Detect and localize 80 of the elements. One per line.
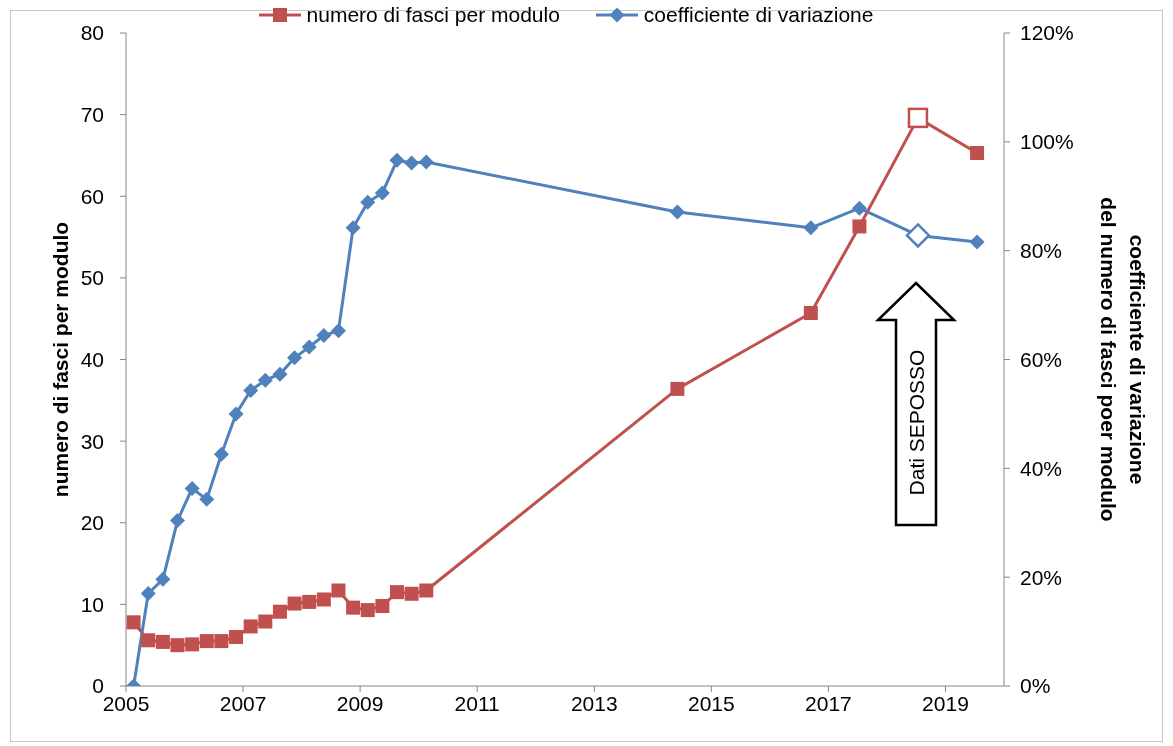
point [141,633,156,648]
point [851,200,867,216]
point [374,185,390,201]
x-tick-label: 2005 [102,691,150,715]
point [404,586,419,601]
point [258,614,273,629]
point [331,583,346,598]
point [970,145,985,160]
y-tick-label: 80 [80,21,104,45]
x-tick-label: 2017 [805,691,852,715]
y-tick-label: 40 [80,347,104,371]
point [316,328,332,344]
point [390,585,405,600]
y-tick-label: 0 [92,674,104,698]
point [302,594,317,609]
x-tick-label: 2009 [336,691,384,715]
x-tick-label: 2007 [219,691,267,715]
y-tick-label: 10 [80,592,104,616]
point [170,638,185,653]
point [287,350,303,366]
point [852,219,867,234]
x-tick-label: 2019 [922,691,969,715]
point [345,220,361,236]
y-tick-label: 70 [80,103,104,127]
point [155,571,171,587]
point [346,600,361,615]
point [272,604,287,619]
point [155,634,170,649]
point [126,615,141,630]
y2-tick-label: 60% [1020,347,1063,371]
y-tick-label: 50 [80,266,104,290]
y2-tick-label: 40% [1020,456,1063,480]
point [184,480,200,496]
point [243,619,258,634]
legend-label: coefficiente di variazione [643,3,874,27]
y-tick-label: 60 [80,184,104,208]
point [360,194,376,210]
point [969,234,985,250]
legend-label: numero di fasci per modulo [306,3,560,27]
point [301,339,317,355]
y2-tick-label: 80% [1020,239,1063,263]
point [213,446,229,462]
x-tick-label: 2011 [454,691,500,715]
x-tick-label: 2015 [687,691,735,715]
point [669,204,685,220]
point [330,323,346,339]
point [170,513,186,529]
point [803,305,818,320]
y-axis-title: numero di fasci per modulo [48,221,72,498]
y-tick-label: 30 [80,429,104,453]
point [228,406,244,422]
point [287,596,302,611]
y-tick-label: 20 [80,511,104,535]
point [316,592,331,607]
point [419,583,434,598]
x-tick-label: 2013 [570,691,618,715]
point [214,634,229,649]
point [199,634,214,649]
y2-axis-title: coefficiente di variazione del numero di fasci poer modulo [1096,197,1149,522]
point [803,220,819,236]
y2-tick-label: 120% [1020,21,1074,45]
y2-tick-label: 0% [1020,674,1051,698]
point [140,585,156,601]
point [375,599,390,614]
point [907,107,929,129]
point [185,637,200,652]
point [418,154,434,170]
y2-tick-label: 20% [1020,565,1063,589]
point [199,491,215,507]
point [360,603,375,618]
point [905,223,931,248]
point [670,381,685,396]
point [257,372,273,388]
point [243,383,259,399]
annotation: Dati SEPOSSO [904,349,928,496]
point [404,155,420,171]
point [389,152,405,168]
y2-tick-label: 100% [1020,130,1074,154]
point [229,630,244,645]
point [272,366,288,382]
